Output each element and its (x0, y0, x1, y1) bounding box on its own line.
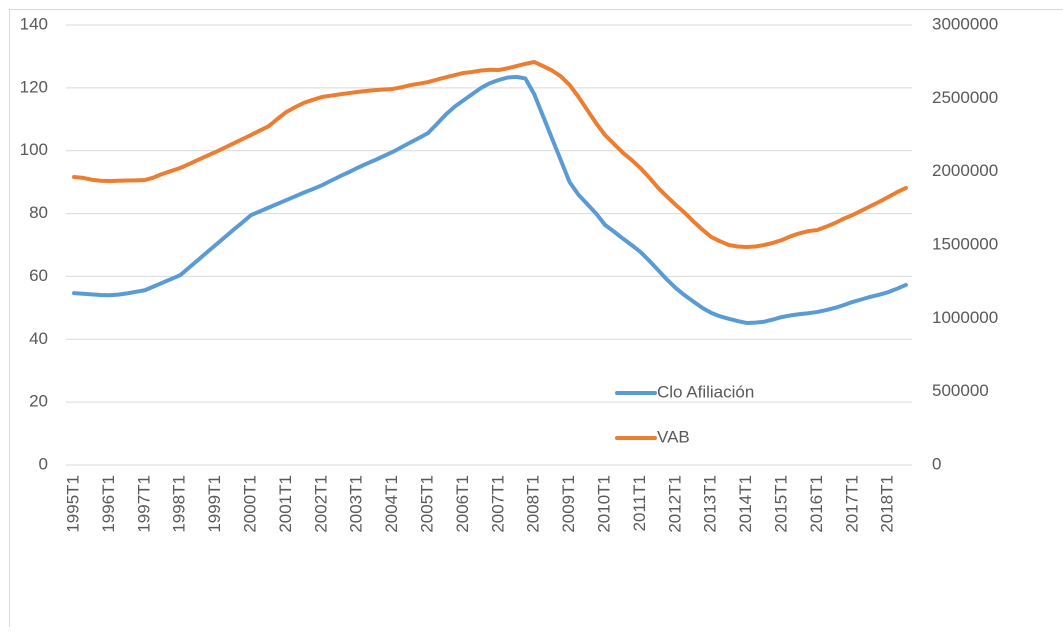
x-tick-label: 1997T1 (134, 475, 153, 533)
y2-tick-label: 1500000 (932, 234, 998, 253)
x-tick-label: 2015T1 (771, 475, 790, 533)
x-tick-label: 2000T1 (240, 475, 259, 533)
x-tick-label: 2016T1 (807, 475, 826, 533)
y2-tick-label: 2500000 (932, 88, 998, 107)
x-tick-label: 1998T1 (170, 475, 189, 533)
x-tick-label: 1999T1 (205, 475, 224, 533)
x-tick-label: 2001T1 (276, 475, 295, 533)
x-tick-label: 2011T1 (630, 475, 649, 531)
x-tick-label: 2018T1 (878, 475, 897, 533)
legend-label: Clo Afiliación (657, 382, 754, 401)
y2-tick-label: 2000000 (932, 161, 998, 180)
series-line (74, 77, 906, 323)
x-tick-label: 2017T1 (842, 475, 861, 533)
y-tick-label: 40 (29, 329, 48, 348)
y-tick-label: 0 (39, 454, 48, 473)
series-line (74, 62, 906, 247)
x-tick-label: 2013T1 (701, 475, 720, 533)
x-tick-label: 2014T1 (736, 475, 755, 533)
x-tick-label: 2008T1 (524, 475, 543, 533)
x-tick-label: 2002T1 (311, 475, 330, 533)
y2-tick-label: 1000000 (932, 308, 998, 327)
x-tick-label: 2007T1 (488, 475, 507, 533)
x-tick-label: 2009T1 (559, 475, 578, 533)
legend-label: VAB (657, 427, 690, 446)
x-tick-label: 2006T1 (453, 475, 472, 533)
y2-tick-label: 0 (932, 454, 941, 473)
x-tick-label: 2010T1 (594, 475, 613, 533)
y2-tick-label: 3000000 (932, 14, 998, 33)
x-tick-label: 1995T1 (63, 475, 82, 533)
x-tick-label: 1996T1 (99, 475, 118, 533)
x-tick-label: 2012T1 (665, 475, 684, 533)
y2-tick-label: 500000 (932, 381, 989, 400)
x-tick-label: 2003T1 (347, 475, 366, 533)
x-tick-label: 2004T1 (382, 475, 401, 533)
y-tick-label: 140 (20, 14, 48, 33)
y-tick-label: 60 (29, 266, 48, 285)
x-tick-label: 2005T1 (417, 475, 436, 533)
y-tick-label: 80 (29, 203, 48, 222)
y-tick-label: 100 (20, 140, 48, 159)
y-tick-label: 20 (29, 392, 48, 411)
y-tick-label: 120 (20, 77, 48, 96)
